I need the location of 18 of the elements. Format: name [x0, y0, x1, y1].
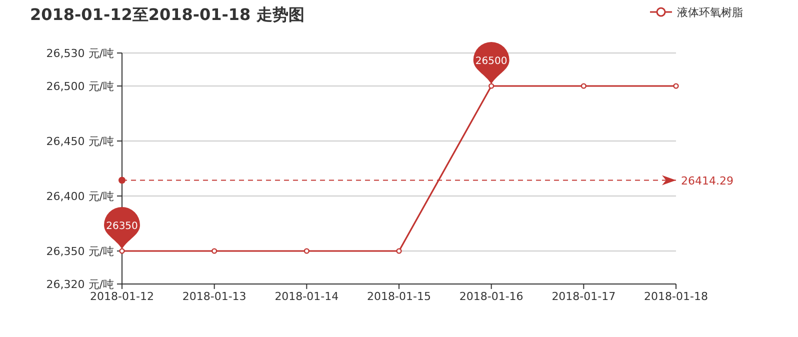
x-tick-label: 2018-01-18	[644, 290, 708, 303]
legend-label: 液体环氧树脂	[677, 6, 743, 19]
x-tick-label: 2018-01-16	[459, 290, 524, 303]
y-tick-label: 26,530 元/吨	[46, 47, 114, 60]
ref-line-label: 26414.29	[681, 174, 734, 188]
y-tick-label: 26,320 元/吨	[46, 278, 114, 291]
y-tick-label: 26,400 元/吨	[46, 190, 114, 203]
x-tick-label: 2018-01-15	[367, 290, 431, 303]
x-tick-label: 2018-01-13	[182, 290, 246, 303]
annotation: 26350	[106, 221, 138, 232]
chart-title: 2018-01-12至2018-01-18 走势图	[30, 5, 304, 24]
x-tick-label: 2018-01-17	[552, 290, 616, 303]
annotation: 26500	[475, 56, 508, 67]
x-tick-label: 2018-01-12	[90, 290, 154, 303]
x-tick-label: 2018-01-14	[274, 290, 339, 303]
y-tick-label: 26,450 元/吨	[46, 135, 114, 148]
y-tick-label: 26,500 元/吨	[46, 80, 114, 93]
y-tick-label: 26,350 元/吨	[46, 245, 114, 258]
